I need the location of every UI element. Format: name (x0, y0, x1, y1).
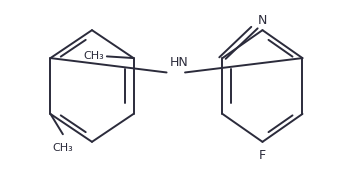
Text: HN: HN (170, 56, 188, 69)
Text: CH₃: CH₃ (53, 143, 73, 153)
Text: CH₃: CH₃ (83, 51, 104, 61)
Text: F: F (259, 149, 266, 163)
Text: N: N (258, 14, 267, 27)
